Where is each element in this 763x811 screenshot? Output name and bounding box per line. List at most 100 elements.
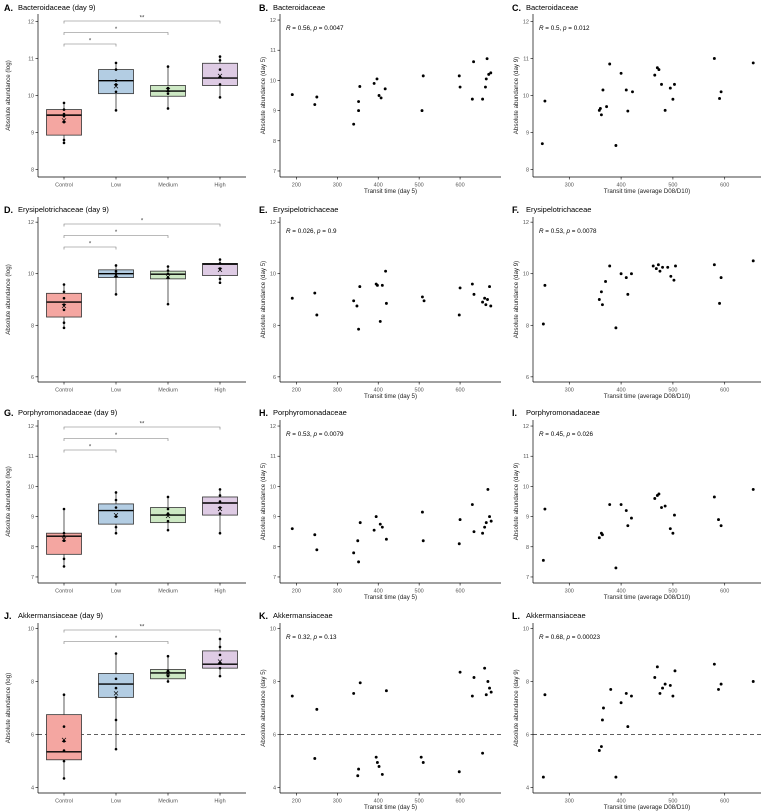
stat-part: = xyxy=(567,25,574,32)
panel-title: Porphyromonadaceae (day 9) xyxy=(18,408,118,417)
y-tick-label: 6 xyxy=(526,375,529,381)
scatter-point xyxy=(673,82,676,86)
y-tick-label: 8 xyxy=(526,679,529,685)
panel-letter: L. xyxy=(512,611,520,621)
scatter-point xyxy=(358,84,362,88)
scatter-point xyxy=(599,290,603,294)
significance-bracket xyxy=(63,449,117,453)
data-point xyxy=(114,652,118,655)
scatter-point xyxy=(630,694,633,698)
x-tick-label: Medium xyxy=(158,799,178,805)
y-tick-label: 8 xyxy=(526,323,529,329)
panel-title: Bacteroidaceae xyxy=(273,3,325,12)
scatter-point xyxy=(630,516,633,520)
y-tick-label: 11 xyxy=(270,48,276,54)
scatter-point xyxy=(352,551,356,555)
data-point xyxy=(114,677,118,681)
scatter-point xyxy=(315,313,319,317)
x-axis-title: Transit time (average D08/D10) xyxy=(604,188,690,195)
scatter-point xyxy=(379,96,383,100)
y-axis-title: Absolute abundance (log) xyxy=(5,264,12,335)
stat-part: , xyxy=(563,228,567,235)
significance-label: * xyxy=(115,27,118,33)
y-tick-label: 9 xyxy=(31,515,34,521)
box-medium xyxy=(150,65,186,110)
significance-bracket xyxy=(63,641,169,644)
correlation-stat: R = 0.53, p = 0.0079 xyxy=(286,431,344,438)
mean-marker xyxy=(113,512,119,518)
data-point xyxy=(218,55,222,58)
panel-letter: H. xyxy=(259,408,268,418)
mean-marker xyxy=(61,303,67,309)
scatter-point xyxy=(597,749,601,752)
scatter-point xyxy=(374,755,378,759)
data-point xyxy=(218,96,222,99)
stat-part: = xyxy=(317,431,324,438)
scatter-point xyxy=(380,772,384,776)
data-point xyxy=(114,293,118,296)
x-tick-label: 300 xyxy=(565,183,574,189)
scatter-point xyxy=(619,701,623,705)
y-tick-label: 8 xyxy=(526,545,529,551)
scatter-point xyxy=(458,518,462,522)
data-point xyxy=(114,525,118,529)
scatter-point xyxy=(315,548,319,552)
scatter-point xyxy=(656,263,660,267)
y-tick-label: 8 xyxy=(273,545,276,551)
stat-part: R xyxy=(539,431,544,438)
panel-letter: D. xyxy=(4,205,13,215)
significance-bracket xyxy=(63,32,169,35)
data-point xyxy=(62,112,66,116)
y-axis-title: Absolute abundance (log) xyxy=(5,60,12,131)
scatter-point xyxy=(489,71,493,75)
x-tick-label: Low xyxy=(111,388,121,394)
scatter-point xyxy=(626,725,630,729)
x-tick-label: Control xyxy=(55,799,73,805)
stat-part: p xyxy=(566,228,571,235)
y-tick-label: 10 xyxy=(28,272,34,278)
y-tick-label: 11 xyxy=(28,56,34,62)
scatter-point xyxy=(712,662,716,666)
scatter-point xyxy=(384,269,388,273)
y-tick-label: 8 xyxy=(273,679,276,685)
y-tick-label: 10 xyxy=(523,272,529,278)
mean-marker xyxy=(217,73,223,79)
y-tick-label: 8 xyxy=(273,323,276,329)
scatter-point xyxy=(313,291,317,295)
scatter-point xyxy=(658,269,662,273)
scatter-point xyxy=(421,74,425,78)
scatter-point xyxy=(751,679,755,683)
y-tick-label: 7 xyxy=(526,575,529,581)
x-tick-label: 500 xyxy=(415,799,424,805)
scatter-point xyxy=(614,144,618,147)
scatter-point xyxy=(541,775,545,779)
stat-part: p xyxy=(313,431,318,438)
box-low xyxy=(98,652,134,751)
data-point xyxy=(62,290,66,294)
scatter-point xyxy=(673,513,676,517)
scatter-point xyxy=(357,109,361,113)
scatter-point xyxy=(457,313,461,317)
significance-label: * xyxy=(89,39,92,45)
scatter-point xyxy=(631,90,634,94)
x-axis-title: Transit time (day 5) xyxy=(364,393,417,400)
scatter-point xyxy=(357,560,361,564)
stat-part: 0.00023 xyxy=(577,634,600,641)
data-point xyxy=(218,277,222,281)
y-tick-label: 10 xyxy=(28,626,34,632)
scatter-point xyxy=(374,515,378,519)
scatter-point xyxy=(661,686,664,690)
x-tick-label: Medium xyxy=(158,183,178,189)
scatter-point xyxy=(378,319,382,323)
scatter-point xyxy=(486,679,490,683)
x-tick-label: 500 xyxy=(668,388,677,394)
x-tick-label: 200 xyxy=(292,799,301,805)
scatter-point xyxy=(658,691,662,695)
scatter-point xyxy=(483,525,487,529)
stat-part: = xyxy=(544,431,551,438)
y-tick-label: 6 xyxy=(273,375,276,381)
significance-label: ** xyxy=(140,422,145,428)
scatter-point xyxy=(671,531,675,535)
data-point xyxy=(166,276,170,279)
y-tick-label: 10 xyxy=(270,484,276,490)
